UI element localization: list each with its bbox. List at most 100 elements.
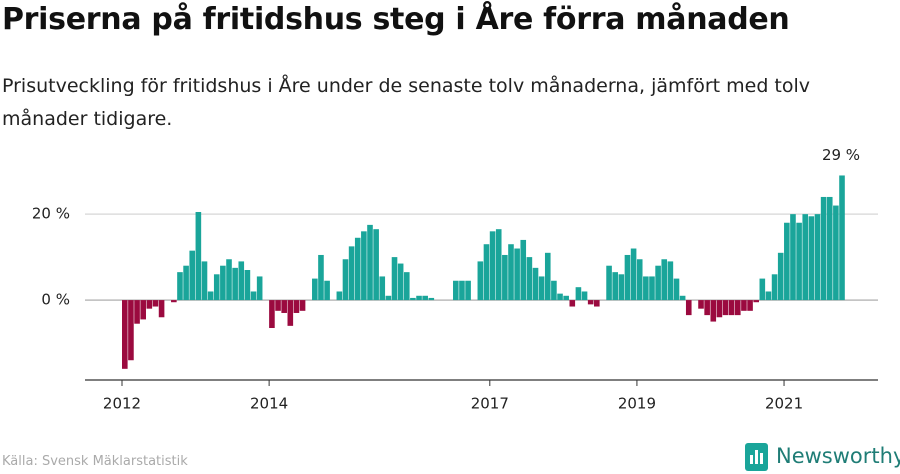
bar [814,214,821,301]
bar [771,274,778,301]
bar [171,300,177,303]
logo-icon [745,443,768,471]
bar [489,231,496,301]
bar [134,300,140,324]
bar [551,280,557,301]
chart-title: Priserna på fritidshus steg i Åre förra … [2,2,790,37]
bar [281,300,287,313]
bar [563,295,569,301]
bar [385,295,392,301]
bar [189,250,196,301]
bar [581,291,588,301]
bar [808,216,815,301]
x-tick-label: 2012 [103,395,141,413]
bar [152,300,159,307]
bar [299,300,306,311]
value-label: 29 % [822,146,860,164]
brand: Newsworthy [776,444,900,468]
bar [213,274,220,301]
bar [747,300,753,311]
bar [649,276,655,301]
bar [256,276,263,301]
bar [348,246,355,301]
bar [826,196,833,301]
bar [312,278,318,301]
bar [759,278,766,301]
bar [636,259,643,301]
bar [422,295,428,301]
bar [606,265,612,301]
bar [361,231,367,301]
bar [122,300,128,369]
bar [336,291,343,301]
bar [514,248,520,301]
bar [250,291,257,301]
bar [367,224,373,301]
bar [391,257,398,301]
bar [790,214,796,301]
bar [630,248,637,301]
bar [820,196,827,301]
bar [318,254,324,301]
bar [453,280,459,301]
bar [495,229,502,301]
bar [410,297,416,301]
bar [195,211,202,301]
bar [728,300,735,316]
bar [502,254,508,301]
bar [520,239,527,301]
source: Källa: Svensk Mäklarstatistik [2,454,188,469]
bar [667,261,674,301]
bar [373,229,379,301]
bar [765,291,772,301]
bar [833,205,839,301]
bar [643,276,649,301]
bar [416,295,422,301]
bar [612,272,618,301]
bar [655,265,661,301]
bar [777,252,784,301]
bar [698,300,704,309]
x-tick-label: 2021 [765,395,803,413]
bar [226,259,232,301]
bar [201,261,208,301]
bar [275,300,281,311]
bar [661,259,668,301]
bar [784,222,790,301]
bar [128,300,134,361]
bar [483,244,490,301]
bar [735,300,741,316]
bar [679,295,686,301]
bar [379,276,386,301]
bar [477,261,484,301]
bar [244,270,251,301]
bar [324,280,330,301]
bar [146,300,153,309]
bar [594,300,600,307]
bar [710,300,717,322]
bar [428,297,435,301]
bar [722,300,729,316]
bar [269,300,275,329]
bar [532,267,539,301]
bar [465,280,471,301]
x-tick-label: 2019 [618,395,656,413]
bar [587,300,594,305]
chart-subtitle: Prisutveckling för fritidshus i Åre unde… [2,75,811,130]
bar [140,300,146,320]
bar [354,237,361,301]
x-tick-label: 2017 [471,395,509,413]
bar [741,300,747,311]
bar [158,300,165,318]
bar [207,291,214,301]
bar [238,261,245,301]
bar [177,272,183,301]
bar [232,267,238,301]
bar [802,214,809,301]
bar [526,257,533,301]
bar [575,287,582,301]
bar [673,278,680,301]
bar [544,252,551,301]
